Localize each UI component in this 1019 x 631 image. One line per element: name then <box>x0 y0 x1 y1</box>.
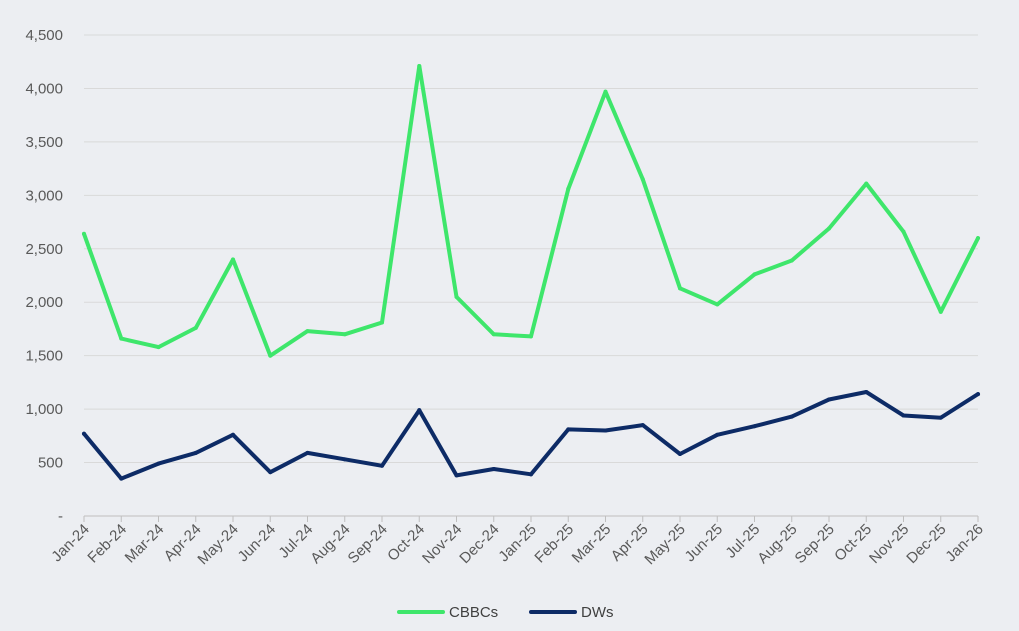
x-tick-label: Feb-24 <box>84 521 130 567</box>
y-tick-label: 3,500 <box>25 134 63 151</box>
y-tick-label: 3,000 <box>25 187 63 204</box>
x-tick-label: Nov-24 <box>419 521 465 567</box>
x-tick-label: Sep-24 <box>345 521 391 567</box>
y-tick-label: 4,500 <box>25 27 63 44</box>
legend-label-dws: DWs <box>581 604 614 621</box>
legend-label-cbbcs: CBBCs <box>449 604 498 621</box>
x-tick-label: Dec-25 <box>903 521 949 567</box>
data-point-cbbcs <box>231 257 235 262</box>
x-tick-label: Aug-25 <box>754 521 800 567</box>
data-point-dws <box>566 427 571 432</box>
x-tick-label: Mar-25 <box>569 521 615 567</box>
data-point-cbbcs <box>678 286 682 291</box>
data-point-cbbcs <box>156 345 161 350</box>
data-point-cbbcs <box>491 332 496 337</box>
data-point-cbbcs <box>268 353 273 358</box>
data-point-dws <box>342 457 347 462</box>
data-point-dws <box>380 463 384 468</box>
y-tick-label: 2,000 <box>25 294 63 311</box>
x-axis-ticks: Jan-24Feb-24Mar-24Apr-24May-24Jun-24Jul-… <box>48 516 987 568</box>
y-tick-label: 500 <box>38 455 63 472</box>
y-axis-ticks: - 500 1,000 1,500 2,000 2,500 3,000 3,500 4,000 4… <box>25 27 63 525</box>
data-point-dws <box>268 470 273 475</box>
data-point-cbbcs <box>789 258 794 263</box>
x-tick-label: Mar-24 <box>122 521 168 567</box>
data-point-cbbcs <box>901 229 906 234</box>
x-tick-label: Dec-24 <box>456 521 502 567</box>
data-point-dws <box>715 432 720 437</box>
data-point-dws <box>864 390 869 395</box>
data-point-dws <box>119 476 124 481</box>
gridlines <box>84 34 978 517</box>
data-point-dws <box>454 473 459 478</box>
x-tick-label: Feb-25 <box>531 521 577 567</box>
data-point-cbbcs <box>119 336 124 341</box>
data-point-dws <box>752 424 757 429</box>
data-point-cbbcs <box>566 186 571 191</box>
data-point-cbbcs <box>603 89 608 94</box>
data-point-dws <box>156 461 161 466</box>
y-tick-label: 4,000 <box>25 80 63 97</box>
data-point-dws <box>938 415 943 420</box>
series-lines <box>82 63 980 481</box>
legend: CBBCs DWs <box>397 604 614 621</box>
x-tick-label: Jun-24 <box>235 521 279 565</box>
data-point-cbbcs <box>715 302 720 307</box>
y-tick-label: 1,000 <box>25 401 63 418</box>
data-point-dws <box>82 431 86 436</box>
data-point-dws <box>231 432 235 437</box>
x-tick-label: May-24 <box>194 521 241 568</box>
data-point-dws <box>976 392 980 397</box>
data-point-dws <box>305 450 310 455</box>
x-tick-label: Jan-24 <box>48 521 92 565</box>
data-point-cbbcs <box>454 294 459 299</box>
data-point-dws <box>640 423 645 428</box>
data-point-dws <box>827 397 831 402</box>
data-point-cbbcs <box>417 63 422 68</box>
y-tick-label: 1,500 <box>25 348 63 365</box>
data-point-dws <box>678 452 682 457</box>
data-point-dws <box>789 414 794 419</box>
series-line-dws <box>82 390 980 481</box>
data-point-cbbcs <box>82 231 86 236</box>
data-point-cbbcs <box>380 320 384 325</box>
y-tick-label: 2,500 <box>25 241 63 258</box>
data-point-cbbcs <box>305 329 310 334</box>
data-point-cbbcs <box>193 325 198 330</box>
x-tick-label: Jan-25 <box>495 521 539 565</box>
x-tick-label: Nov-25 <box>866 521 912 567</box>
data-point-dws <box>603 428 608 433</box>
data-point-cbbcs <box>938 309 943 314</box>
data-point-cbbcs <box>752 272 757 277</box>
x-tick-label: Jun-25 <box>682 521 726 565</box>
data-point-dws <box>529 472 533 477</box>
data-point-cbbcs <box>529 334 533 339</box>
data-point-dws <box>901 413 906 418</box>
data-point-cbbcs <box>827 226 831 231</box>
x-tick-label: Jan-26 <box>942 521 986 565</box>
data-point-cbbcs <box>976 236 980 241</box>
x-tick-label: Aug-24 <box>307 521 353 567</box>
data-point-cbbcs <box>640 177 645 182</box>
data-point-dws <box>193 450 198 455</box>
data-point-cbbcs <box>864 181 869 186</box>
data-point-cbbcs <box>342 332 347 337</box>
data-point-dws <box>491 466 496 471</box>
series-line-cbbcs <box>82 64 980 358</box>
x-tick-label: Sep-25 <box>792 521 838 567</box>
x-tick-label: May-25 <box>641 521 688 568</box>
data-point-dws <box>417 408 422 413</box>
y-tick-label: - <box>58 508 63 525</box>
